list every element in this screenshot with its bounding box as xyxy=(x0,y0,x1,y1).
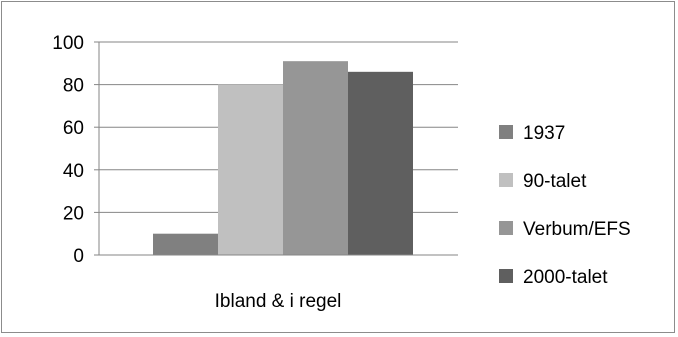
bar-1937 xyxy=(153,233,218,255)
legend-swatch-1937 xyxy=(499,125,513,139)
legend-label-verbum-efs: Verbum/EFS xyxy=(523,219,631,240)
bar-chart: 0 20 40 60 80 100 Ibland & i regel 1937 90-tal… xyxy=(52,33,631,312)
legend: 1937 90-talet Verbum/EFS 2000-talet xyxy=(499,123,631,288)
y-tick-label: 0 xyxy=(73,246,84,267)
legend-label-1937: 1937 xyxy=(523,123,565,144)
y-tick-label: 80 xyxy=(63,76,84,97)
bar-verbum-efs xyxy=(283,61,348,255)
y-tick-label: 60 xyxy=(63,118,84,139)
y-tick-label: 100 xyxy=(52,33,84,54)
bar-2000-talet xyxy=(348,71,413,255)
y-tick-labels: 0 20 40 60 80 100 xyxy=(52,33,84,267)
bars xyxy=(153,61,413,255)
bar-90-talet xyxy=(218,84,283,255)
x-category-label: Ibland & i regel xyxy=(215,291,342,312)
y-tick-label: 40 xyxy=(63,161,84,182)
legend-swatch-90-talet xyxy=(499,173,513,187)
legend-swatch-2000-talet xyxy=(499,269,513,283)
legend-label-90-talet: 90-talet xyxy=(523,171,587,192)
axes xyxy=(94,41,458,256)
legend-label-2000-talet: 2000-talet xyxy=(523,267,608,288)
legend-swatch-verbum-efs xyxy=(499,221,513,235)
y-tick-label: 20 xyxy=(63,203,84,224)
chart-frame: 0 20 40 60 80 100 Ibland & i regel 1937 90-tal… xyxy=(1,1,675,333)
